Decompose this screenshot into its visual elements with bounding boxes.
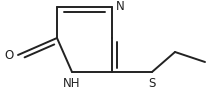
- Text: N: N: [116, 1, 125, 14]
- Text: NH: NH: [63, 77, 81, 90]
- Text: O: O: [5, 48, 14, 61]
- Text: S: S: [148, 77, 156, 90]
